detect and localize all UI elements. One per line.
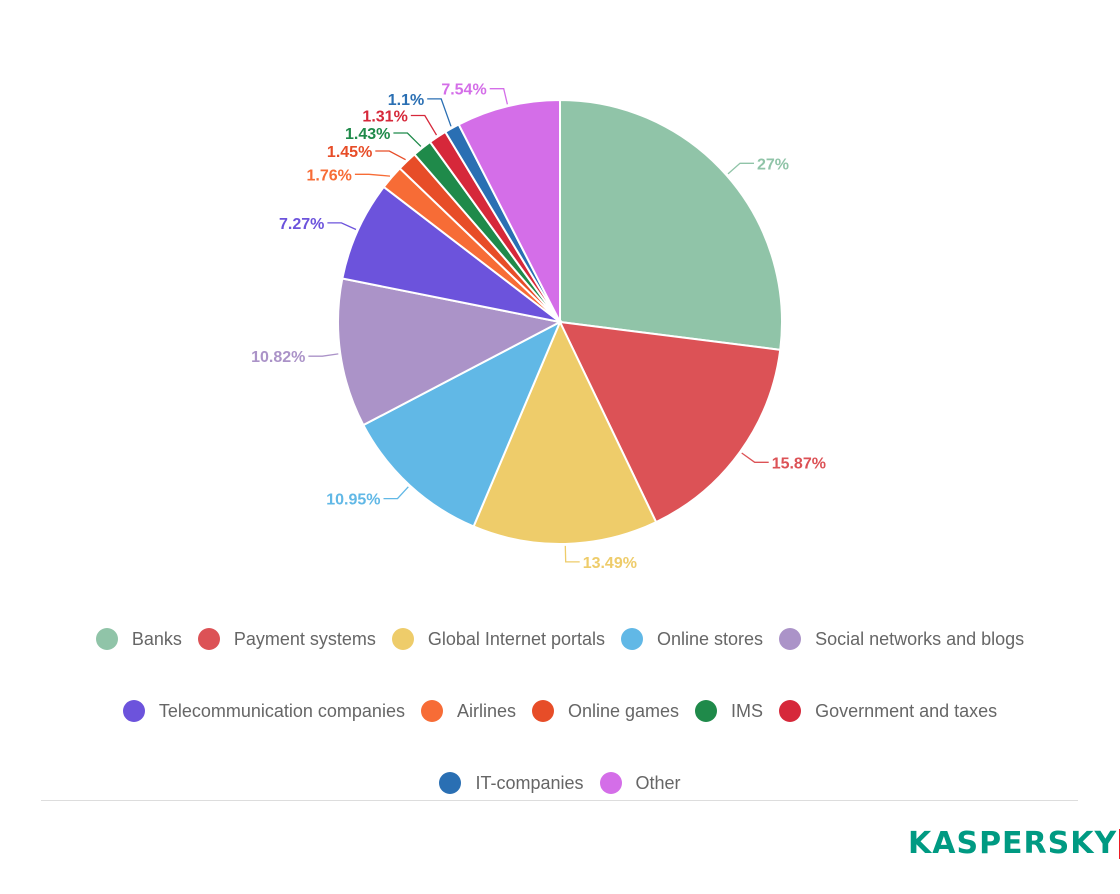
legend-label: Payment systems	[233, 628, 376, 649]
legend-item: IMS	[695, 700, 763, 722]
legend-item: Global Internet portals	[391, 628, 605, 650]
legend-item: Online games	[531, 700, 680, 722]
legend-item: Social networks and blogs	[779, 628, 1024, 650]
legend-swatch	[531, 700, 554, 722]
legend-label: IT-companies	[475, 772, 584, 793]
data-label: 27%	[757, 156, 789, 173]
data-label: 1.1%	[388, 92, 424, 109]
legend-label: Airlines	[456, 700, 516, 721]
legend-label: Online stores	[657, 628, 764, 649]
legend-item: Telecommunication companies	[122, 700, 405, 722]
leader-line	[564, 545, 580, 563]
leader-line	[308, 353, 339, 357]
legend-swatch	[779, 628, 802, 650]
legend-label: IMS	[731, 700, 764, 721]
pie-slice-banks	[559, 98, 783, 351]
data-label: 15.87%	[772, 455, 826, 472]
leader-line	[741, 452, 769, 463]
pie-leader-lines	[308, 88, 769, 563]
legend-item: Government and taxes	[779, 700, 997, 722]
pie-slice-telecommunication-companies	[341, 185, 561, 323]
legend-swatch	[420, 700, 443, 722]
leader-line	[375, 150, 406, 161]
legend-swatch	[122, 700, 145, 722]
legend-label: Government and taxes	[815, 700, 998, 721]
legend-swatch	[95, 628, 118, 650]
leader-line	[393, 132, 422, 147]
legend-item: Banks	[95, 628, 182, 650]
legend-item: Online stores	[621, 628, 763, 650]
data-label: 7.54%	[441, 82, 486, 99]
chart-legend: Banks Payment systems Global Internet port…	[40, 628, 1080, 819]
data-label: 1.45%	[327, 144, 372, 161]
legend-label: Social networks and blogs	[815, 628, 1025, 649]
pie-slice-other	[457, 98, 561, 323]
data-label: 1.31%	[362, 109, 407, 126]
data-label: 7.27%	[279, 216, 324, 233]
legend-swatch	[439, 772, 462, 794]
legend-swatch	[599, 772, 622, 794]
leader-line	[383, 486, 409, 500]
data-label: 1.76%	[307, 167, 352, 184]
kaspersky-logo: KASPERSKY lab	[908, 824, 1120, 864]
leader-line	[327, 222, 357, 231]
legend-swatch	[197, 628, 220, 650]
pie-chart: 27% 15.87% 13.49% 10.95% 10.82% 7.27% 1.76% 1.4…	[251, 82, 826, 572]
data-label: 10.95%	[326, 492, 380, 509]
legend-label: Banks	[131, 628, 182, 649]
pie-slice-online-stores	[362, 319, 563, 528]
pie-slice-global-internet-portals	[472, 319, 658, 545]
logo-text: KASPERSKY	[908, 826, 1118, 861]
legend-swatch	[621, 628, 643, 650]
leader-line	[727, 162, 754, 175]
pie-slice-payment-systems	[558, 320, 782, 524]
legend-swatch	[695, 700, 718, 722]
pie-data-labels: 27% 15.87% 13.49% 10.95% 10.82% 7.27% 1.76% 1.4…	[251, 82, 826, 572]
pie-slice-social-networks-and-blogs	[337, 277, 563, 427]
legend-swatch	[779, 700, 802, 722]
leader-line	[489, 88, 509, 105]
leader-line	[410, 114, 438, 136]
legend-swatch	[391, 628, 414, 650]
legend-label: Online games	[567, 700, 680, 721]
data-label: 10.82%	[251, 349, 305, 366]
leader-line	[354, 173, 391, 177]
legend-label: Telecommunication companies	[158, 700, 405, 721]
pie-slices	[337, 98, 783, 545]
legend-label: Global Internet portals	[427, 628, 605, 649]
footer-divider	[41, 800, 1078, 801]
data-label: 13.49%	[583, 555, 637, 572]
leader-line	[427, 98, 452, 127]
legend-item: Airlines	[420, 700, 516, 722]
legend-item: Other	[599, 772, 681, 794]
legend-label: Other	[635, 772, 681, 793]
data-label: 1.43%	[345, 126, 390, 143]
legend-item: Payment systems	[197, 628, 376, 650]
legend-item: IT-companies	[439, 772, 584, 794]
